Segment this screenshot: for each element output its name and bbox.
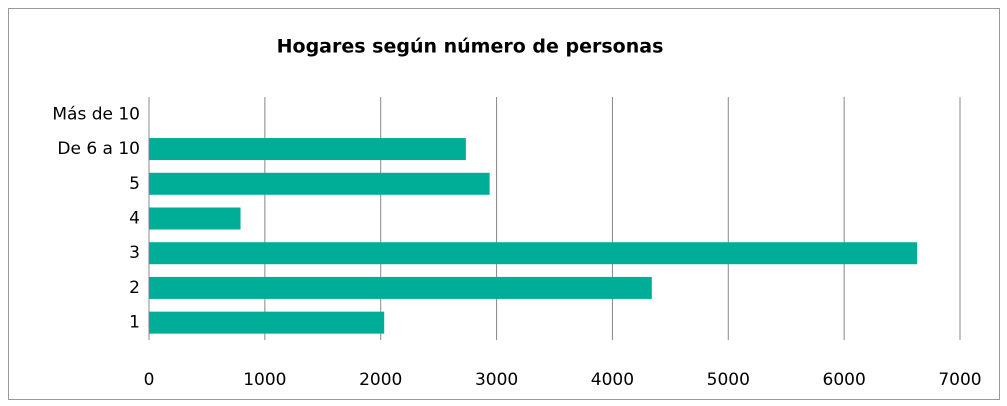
chart-border — [8, 8, 1000, 400]
y-tick-label: 1 — [129, 313, 140, 333]
x-tick-label: 7000 — [938, 370, 981, 390]
x-tick-label: 5000 — [707, 370, 750, 390]
chart-title: Hogares según número de personas — [277, 36, 664, 58]
y-tick-label: Más de 10 — [52, 104, 140, 124]
bar — [149, 138, 466, 161]
x-tick-label: 6000 — [823, 370, 866, 390]
y-tick-label: De 6 a 10 — [57, 139, 140, 159]
y-tick-label: 5 — [129, 174, 140, 194]
y-tick-label: 2 — [129, 278, 140, 298]
bar — [149, 172, 490, 195]
bar — [149, 276, 652, 299]
y-tick-label: 4 — [129, 209, 140, 229]
x-tick-label: 1000 — [243, 370, 286, 390]
bar — [149, 242, 918, 265]
y-tick-label: 3 — [129, 243, 140, 263]
bar — [149, 311, 385, 334]
x-tick-label: 0 — [144, 370, 155, 390]
x-tick-label: 3000 — [475, 370, 518, 390]
bar — [149, 207, 241, 230]
x-tick-label: 4000 — [591, 370, 634, 390]
x-tick-label: 2000 — [359, 370, 402, 390]
